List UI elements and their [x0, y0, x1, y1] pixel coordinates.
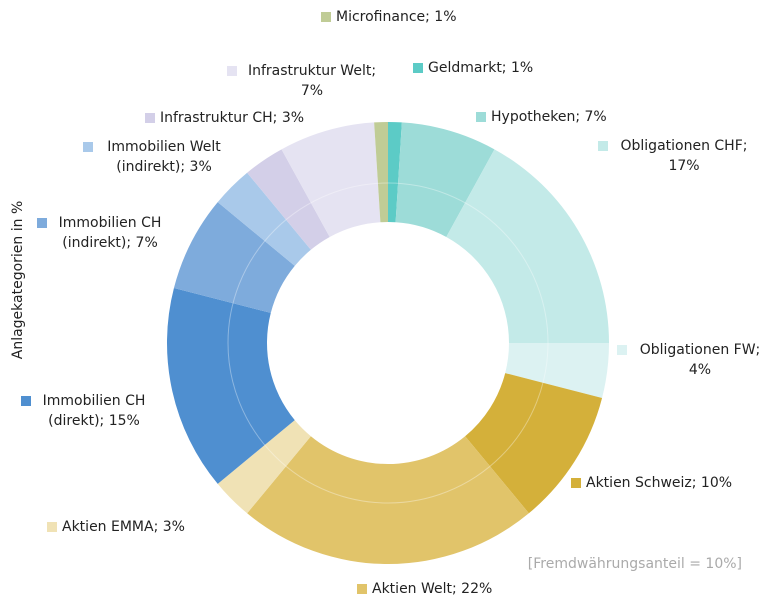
data-label: Aktien Welt; 22%: [372, 581, 492, 597]
data-label: Infrastruktur Welt;: [248, 63, 376, 79]
y-axis-label: Anlagekategorien in %: [10, 201, 26, 360]
donut-segment: [388, 122, 402, 223]
donut-segment: [217, 420, 311, 514]
data-label: Infrastruktur CH; 3%: [160, 110, 304, 126]
data-label: 17%: [668, 158, 699, 174]
legend-swatch: [83, 142, 93, 152]
legend-swatch: [321, 12, 331, 22]
donut-segment: [166, 288, 295, 484]
data-label: Aktien Schweiz; 10%: [586, 475, 732, 491]
legend-swatch: [571, 478, 581, 488]
data-label: Hypotheken; 7%: [491, 109, 607, 125]
data-label: Geldmarkt; 1%: [428, 60, 533, 76]
donut-segment: [281, 122, 381, 237]
data-label: 4%: [689, 362, 711, 378]
donut-segment: [465, 373, 603, 514]
legend-swatch: [598, 141, 608, 151]
donut-segment: [374, 122, 388, 223]
donut-segment: [217, 172, 311, 266]
data-label: Microfinance; 1%: [336, 9, 457, 25]
legend-swatch: [357, 584, 367, 594]
data-label: Aktien EMMA; 3%: [62, 519, 185, 535]
data-label: (indirekt); 7%: [62, 235, 158, 251]
legend-swatch: [37, 218, 47, 228]
data-label: (direkt); 15%: [48, 413, 140, 429]
legend-swatch: [476, 112, 486, 122]
legend-swatch: [617, 345, 627, 355]
legend-swatch: [413, 63, 423, 73]
donut-segment: [247, 149, 330, 250]
donut-segment: [446, 149, 609, 343]
data-label: Obligationen FW;: [640, 342, 761, 358]
data-label: Obligationen CHF;: [621, 138, 748, 154]
data-label: Immobilien CH: [43, 393, 146, 409]
inner-ring: [227, 182, 549, 504]
legend-swatch: [145, 113, 155, 123]
data-label: Immobilien Welt: [107, 139, 221, 155]
donut-segment: [395, 122, 495, 237]
data-label: (indirekt); 3%: [116, 159, 212, 175]
annotation: [Fremdwährungsanteil = 10%]: [528, 556, 742, 572]
data-label: Immobilien CH: [59, 215, 162, 231]
donut-segment: [505, 343, 609, 398]
donut-segment: [173, 202, 295, 313]
legend-swatch: [21, 396, 31, 406]
donut-segment: [247, 436, 529, 565]
data-label: 7%: [301, 83, 323, 99]
legend-swatch: [47, 522, 57, 532]
legend-swatch: [227, 66, 237, 76]
